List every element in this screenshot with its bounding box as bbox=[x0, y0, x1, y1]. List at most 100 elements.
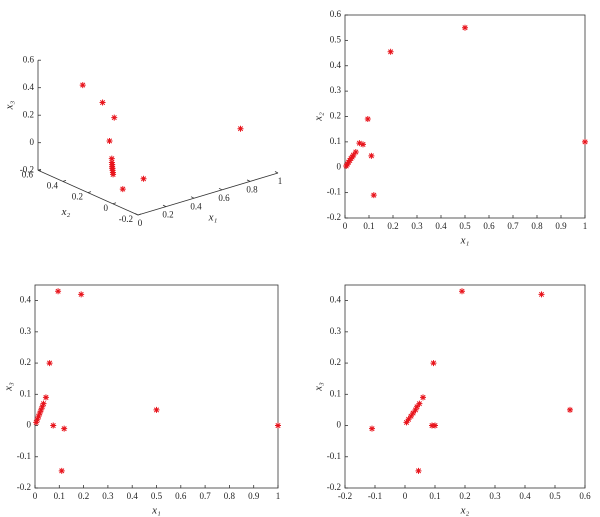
point bbox=[408, 413, 414, 420]
x-tick-label: 0.5 bbox=[459, 221, 471, 231]
x-tick-label: 0.2 bbox=[78, 491, 89, 501]
x-tick-label: 0.5 bbox=[549, 491, 561, 501]
y-tick-label: 0.2 bbox=[330, 357, 341, 367]
x-tick-label: -0.1 bbox=[368, 491, 382, 501]
point bbox=[275, 422, 281, 429]
point bbox=[58, 467, 65, 474]
y-tick-label: -0.1 bbox=[327, 187, 341, 197]
point bbox=[38, 406, 45, 413]
y-tick-label: 0 bbox=[337, 420, 342, 430]
point bbox=[344, 161, 351, 168]
x1-tick bbox=[218, 187, 223, 191]
x2-tick bbox=[87, 191, 92, 193]
point bbox=[108, 159, 115, 166]
plot-frame bbox=[344, 14, 586, 219]
y-tick-label: 0 bbox=[27, 420, 32, 430]
x2-tick-label: 0.6 bbox=[22, 169, 34, 179]
x-axis-label: x₁ bbox=[151, 505, 161, 517]
x-tick-label: 0.8 bbox=[224, 491, 236, 501]
y-tick-label: 0.1 bbox=[330, 388, 341, 398]
point bbox=[356, 140, 363, 147]
x-tick-label: 0.6 bbox=[579, 491, 591, 501]
x2-tick-label: 0 bbox=[104, 203, 109, 213]
y-tick-label: -0.1 bbox=[17, 451, 31, 461]
x2-tick bbox=[112, 202, 117, 205]
plot-frame bbox=[34, 284, 279, 489]
x2-tick-label: 0.4 bbox=[47, 180, 59, 190]
point bbox=[40, 400, 47, 407]
x1-tick bbox=[134, 213, 139, 216]
point bbox=[387, 48, 394, 55]
point bbox=[430, 360, 437, 367]
y-tick-label: 0.4 bbox=[20, 295, 32, 305]
point bbox=[36, 410, 43, 417]
x-tick-label: 0.3 bbox=[489, 491, 501, 501]
x3-axis-label: x₃ bbox=[4, 100, 16, 110]
y-tick-label: 0.2 bbox=[20, 357, 31, 367]
x-tick-label: 0 bbox=[403, 491, 408, 501]
y-tick-label: 0.3 bbox=[330, 326, 342, 336]
point bbox=[42, 394, 49, 401]
point bbox=[414, 403, 420, 410]
x3-tick-label: -0.2 bbox=[20, 164, 34, 174]
y-tick-label: 0.4 bbox=[330, 60, 342, 70]
x-tick-label: 0.2 bbox=[459, 491, 470, 501]
point bbox=[538, 291, 545, 298]
x-tick-label: -0.2 bbox=[338, 491, 352, 501]
x1-axis bbox=[137, 172, 279, 216]
x-tick-label: 0.3 bbox=[411, 221, 423, 231]
y-tick-label: 0.2 bbox=[330, 111, 341, 121]
x1-tick-label: 0 bbox=[138, 218, 143, 228]
point bbox=[111, 114, 118, 121]
x1-axis-label: x₁ bbox=[208, 212, 218, 224]
x-tick-label: 1 bbox=[583, 221, 588, 231]
point bbox=[567, 406, 573, 413]
y-tick-label: 0.1 bbox=[20, 388, 31, 398]
point bbox=[352, 149, 359, 156]
y-tick-label: -0.2 bbox=[327, 482, 341, 492]
point bbox=[140, 175, 147, 182]
x1-tick-label: 0.6 bbox=[218, 193, 230, 203]
point bbox=[108, 155, 115, 162]
point bbox=[237, 125, 244, 132]
point bbox=[462, 24, 468, 31]
y-tick-label: -0.2 bbox=[327, 212, 341, 222]
point bbox=[369, 425, 375, 432]
point bbox=[459, 288, 465, 295]
point bbox=[360, 141, 366, 148]
point bbox=[410, 410, 417, 417]
point bbox=[420, 394, 426, 401]
point bbox=[349, 154, 356, 161]
x-tick-label: 0.5 bbox=[151, 491, 163, 501]
point bbox=[106, 137, 113, 144]
point bbox=[364, 116, 371, 123]
point bbox=[35, 413, 42, 420]
y-axis-label: x₃ bbox=[3, 382, 15, 392]
point bbox=[119, 186, 126, 193]
point bbox=[46, 360, 53, 367]
y-axis-label: x₃ bbox=[313, 382, 325, 392]
x-tick-label: 0.4 bbox=[435, 221, 447, 231]
point bbox=[350, 152, 357, 159]
x-tick-label: 0.3 bbox=[102, 491, 114, 501]
x2-tick bbox=[137, 213, 142, 216]
x-axis-label: x₂ bbox=[460, 505, 470, 517]
y-tick-label: -0.2 bbox=[17, 482, 31, 492]
point bbox=[153, 406, 160, 413]
y-tick-label: 0.1 bbox=[330, 136, 341, 146]
y-axis-label: x₂ bbox=[313, 112, 325, 122]
x1-tick-label: 0.2 bbox=[162, 210, 173, 220]
point bbox=[346, 157, 353, 164]
point bbox=[403, 419, 410, 426]
point bbox=[61, 425, 68, 432]
point bbox=[99, 99, 106, 106]
x3-tick-label: 0.4 bbox=[23, 82, 35, 92]
y-tick-label: 0.5 bbox=[330, 34, 342, 44]
point bbox=[370, 192, 377, 199]
point bbox=[34, 416, 41, 423]
x3-tick-label: 0.6 bbox=[23, 54, 35, 64]
point bbox=[50, 422, 57, 429]
point bbox=[416, 400, 423, 407]
